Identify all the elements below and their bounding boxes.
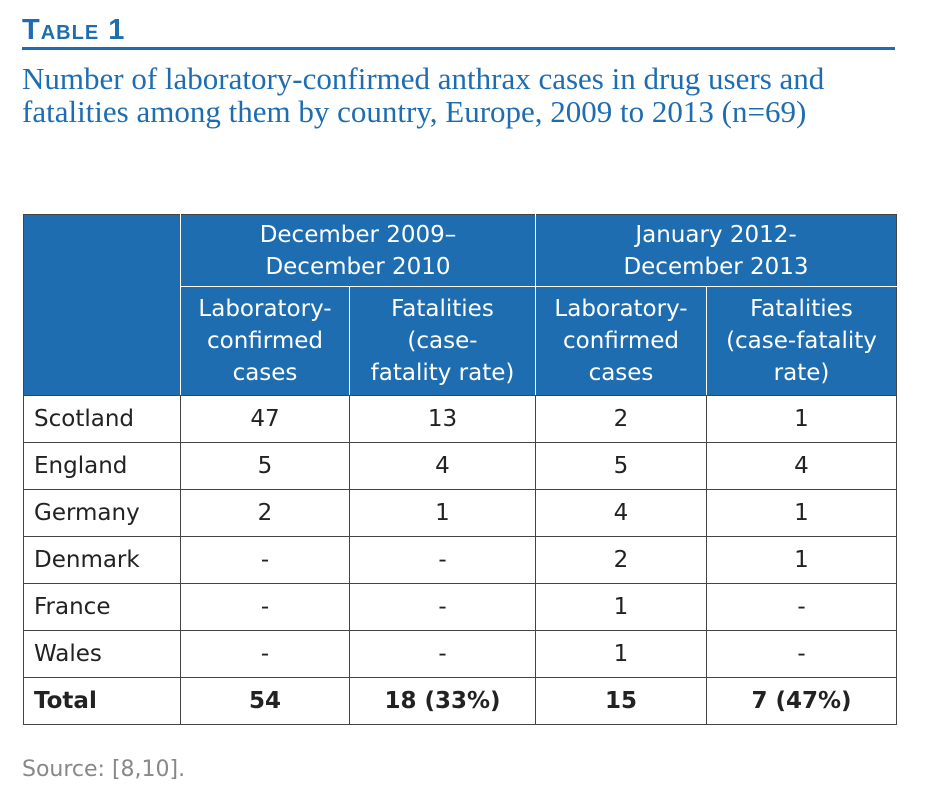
value-cell: 1 bbox=[349, 489, 536, 537]
table-row: Denmark - - 2 1 bbox=[23, 536, 897, 584]
header-line: confirmed bbox=[207, 328, 323, 354]
header-line: Laboratory- bbox=[198, 296, 332, 322]
value-cell: - bbox=[349, 583, 536, 631]
period-header: December 2009– December 2010 bbox=[180, 214, 536, 287]
header-line: Laboratory- bbox=[554, 296, 688, 322]
header-line: Fatalities bbox=[391, 296, 494, 322]
header-line: cases bbox=[588, 360, 654, 386]
value-cell: - bbox=[706, 630, 897, 678]
total-cell: 54 bbox=[180, 677, 350, 725]
column-header: Fatalities (case-fatality rate) bbox=[706, 286, 897, 396]
value-cell: - bbox=[706, 583, 897, 631]
total-cell: 7 (47%) bbox=[706, 677, 897, 725]
value-cell: - bbox=[180, 630, 350, 678]
column-header: Laboratory- confirmed cases bbox=[535, 286, 707, 396]
value-cell: 5 bbox=[180, 442, 350, 490]
value-cell: - bbox=[180, 536, 350, 584]
source-note: Source: [8,10]. bbox=[22, 757, 186, 782]
country-cell: England bbox=[23, 442, 181, 490]
value-cell: 1 bbox=[706, 536, 897, 584]
period-line: December 2013 bbox=[623, 253, 809, 280]
table-row: France - - 1 - bbox=[23, 583, 897, 631]
value-cell: 1 bbox=[706, 489, 897, 537]
header-line: cases bbox=[232, 360, 298, 386]
total-label: Total bbox=[23, 677, 181, 725]
value-cell: 4 bbox=[349, 442, 536, 490]
total-cell: 18 (33%) bbox=[349, 677, 536, 725]
table-row: England 5 4 5 4 bbox=[23, 442, 897, 490]
country-cell: Scotland bbox=[23, 395, 181, 443]
title-rule bbox=[22, 47, 895, 50]
period-line: December 2010 bbox=[265, 253, 451, 280]
header-line: (case-fatality bbox=[726, 328, 877, 354]
value-cell: - bbox=[349, 630, 536, 678]
period-line: December 2009– bbox=[259, 221, 457, 248]
value-cell: 5 bbox=[535, 442, 707, 490]
table-row: Scotland 47 13 2 1 bbox=[23, 395, 897, 443]
value-cell: - bbox=[180, 583, 350, 631]
value-cell: 4 bbox=[535, 489, 707, 537]
column-header: Laboratory- confirmed cases bbox=[180, 286, 350, 396]
total-row: Total 54 18 (33%) 15 7 (47%) bbox=[23, 677, 897, 725]
table-row: Wales - - 1 - bbox=[23, 630, 897, 678]
value-cell: 47 bbox=[180, 395, 350, 443]
country-cell: France bbox=[23, 583, 181, 631]
header-line: Fatalities bbox=[750, 296, 853, 322]
value-cell: 2 bbox=[180, 489, 350, 537]
table-row: Germany 2 1 4 1 bbox=[23, 489, 897, 537]
table-label: Table 1 bbox=[22, 14, 126, 46]
header-line: (case- bbox=[407, 328, 478, 354]
total-cell: 15 bbox=[535, 677, 707, 725]
header-corner bbox=[23, 214, 181, 396]
header-line: fatality rate) bbox=[370, 360, 515, 386]
table-header: December 2009– December 2010 January 201… bbox=[23, 214, 897, 396]
header-line: rate) bbox=[773, 360, 830, 386]
value-cell: 13 bbox=[349, 395, 536, 443]
value-cell: 2 bbox=[535, 395, 707, 443]
country-cell: Wales bbox=[23, 630, 181, 678]
value-cell: 1 bbox=[535, 630, 707, 678]
value-cell: 4 bbox=[706, 442, 897, 490]
period-header: January 2012- December 2013 bbox=[535, 214, 897, 287]
value-cell: 1 bbox=[535, 583, 707, 631]
value-cell: 2 bbox=[535, 536, 707, 584]
value-cell: 1 bbox=[706, 395, 897, 443]
country-cell: Germany bbox=[23, 489, 181, 537]
header-line: confirmed bbox=[563, 328, 679, 354]
period-line: January 2012- bbox=[635, 221, 797, 248]
data-table: December 2009– December 2010 January 201… bbox=[23, 214, 897, 725]
column-header: Fatalities (case- fatality rate) bbox=[349, 286, 536, 396]
value-cell: - bbox=[349, 536, 536, 584]
country-cell: Denmark bbox=[23, 536, 181, 584]
table-caption: Number of laboratory-confirmed anthrax c… bbox=[22, 61, 825, 129]
